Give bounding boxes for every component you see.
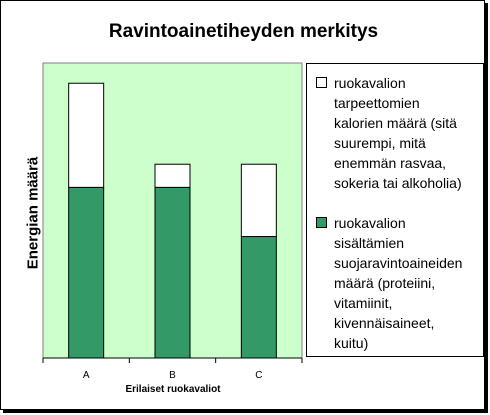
x-tick-label-a: A: [83, 370, 90, 381]
legend-swatch-nutrients: [316, 217, 327, 228]
plot-area: A B C: [42, 62, 303, 381]
chart-title: Ravintoainetiheyden merkitys: [108, 21, 379, 42]
legend-swatch-empty-calories: [316, 77, 327, 88]
legend-label-empty-calories: ruokavalion tarpeettomien kalorien määrä…: [334, 75, 462, 191]
bar-c-segment-nutrients: [240, 236, 277, 359]
bar-a-segment-empty-calories: [68, 82, 105, 188]
legend: ruokavalion tarpeettomien kalorien määrä…: [306, 63, 484, 357]
bar-b-segment-nutrients: [154, 186, 191, 359]
bar-c-segment-empty-calories: [240, 163, 277, 238]
bar-a-segment-nutrients: [68, 186, 105, 359]
x-tick-label-b: B: [169, 370, 176, 381]
legend-label-nutrients: ruokavalion sisältämien suojaravintoaine…: [334, 215, 463, 351]
x-axis-label: Erilaiset ruokavaliot: [125, 384, 221, 395]
x-tick-label-c: C: [255, 370, 262, 381]
chart-frame: Ravintoainetiheyden merkitys Energian mä…: [0, 0, 485, 410]
bar-b-segment-empty-calories: [154, 163, 191, 188]
